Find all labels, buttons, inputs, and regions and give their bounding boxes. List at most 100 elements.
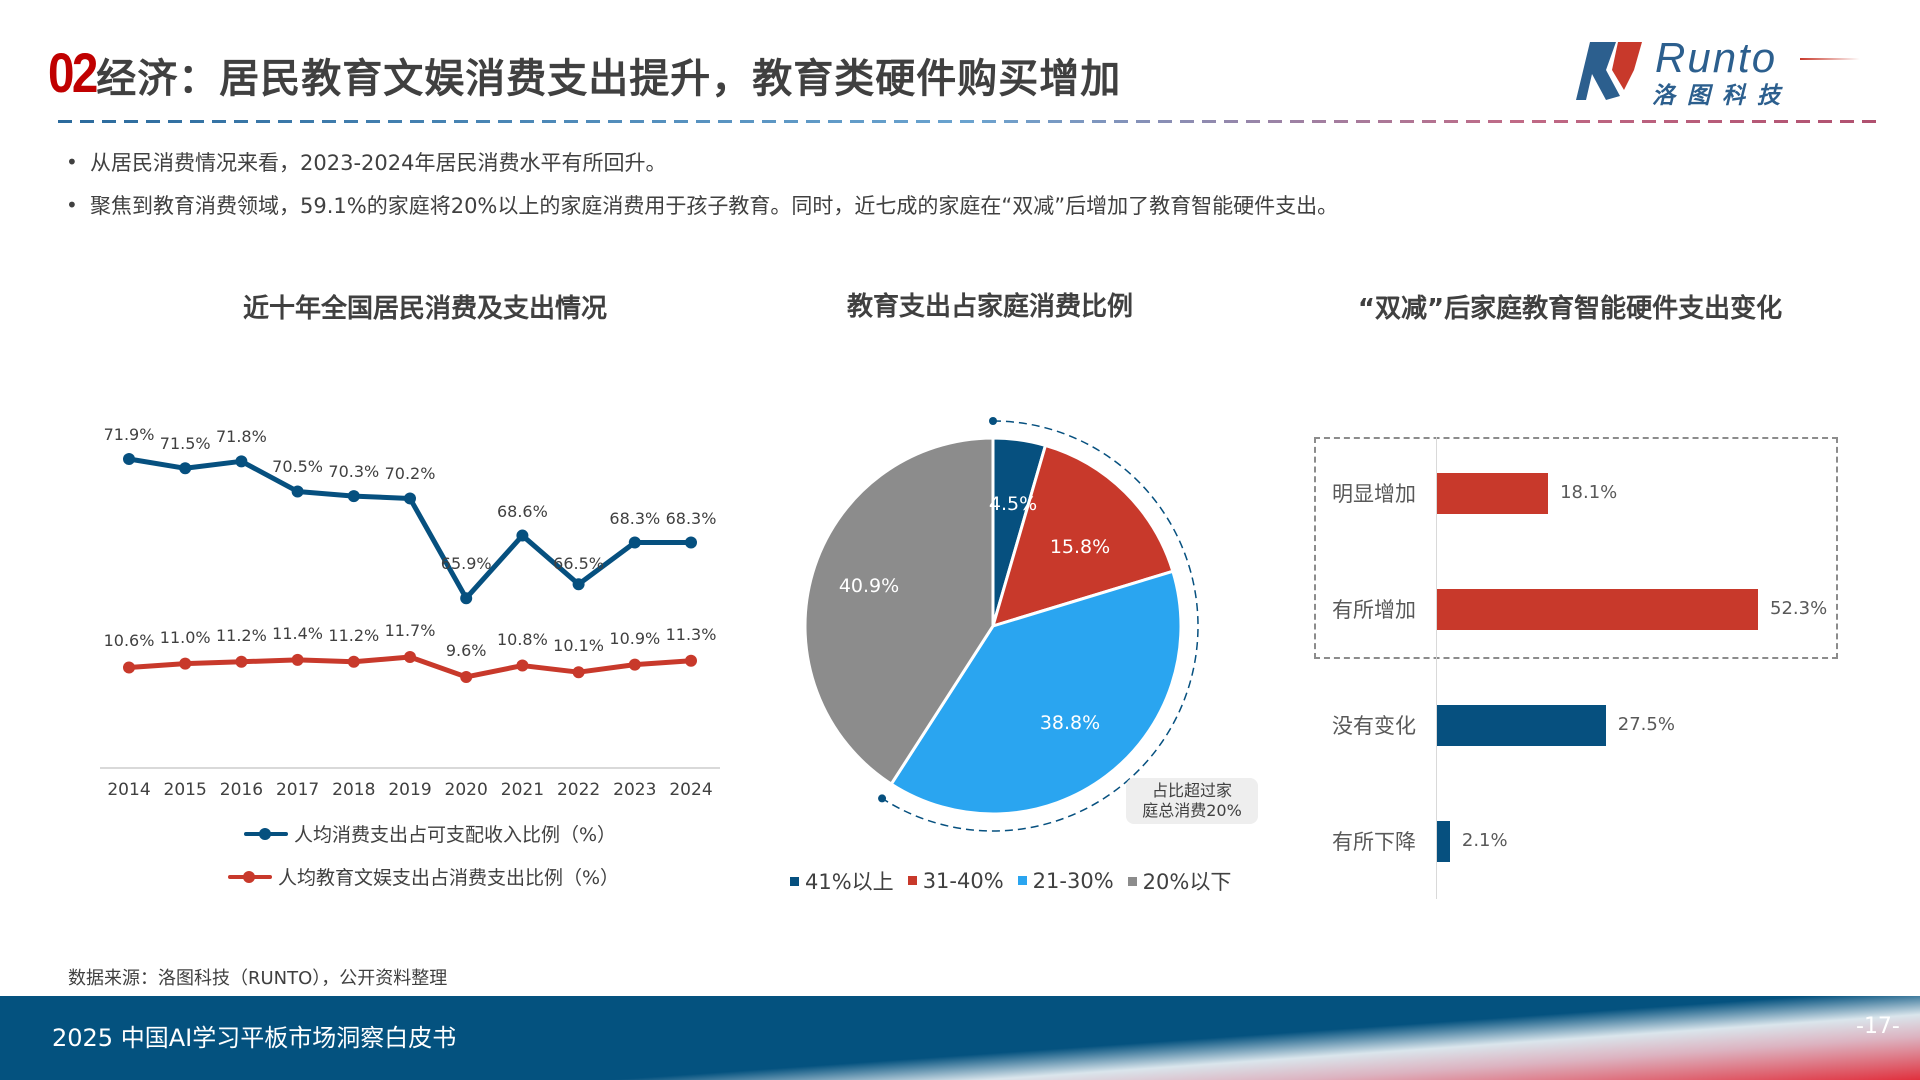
title-text: 经济：居民教育文娱消费支出提升，教育类硬件购买增加 <box>96 56 1122 102</box>
bullet-text: 聚焦到教育消费领域，59.1%的家庭将20%以上的家庭消费用于孩子教育。同时，近… <box>90 193 1339 218</box>
x-axis-tick: 2014 <box>107 780 151 800</box>
pie-slice <box>803 436 995 787</box>
x-axis-tick: 2016 <box>219 780 264 800</box>
bullet-dot-icon: • <box>66 192 78 217</box>
data-point <box>685 654 697 667</box>
data-point <box>685 536 697 549</box>
legend-label: 人均消费支出占可支配收入比例（%） <box>294 824 617 846</box>
data-point <box>347 655 360 668</box>
data-point <box>460 670 473 683</box>
line-chart <box>100 453 720 769</box>
x-axis-tick: 2017 <box>275 780 320 800</box>
x-axis-tick: 2020 <box>444 780 488 800</box>
bar-category-label: 明显增加 <box>1332 482 1416 506</box>
data-point <box>572 578 585 591</box>
x-axis-tick: 2022 <box>556 780 601 800</box>
bar-value-label: 52.3% <box>1770 598 1828 619</box>
x-axis-tick: 2019 <box>388 780 432 800</box>
data-label: 71.8% <box>215 427 267 447</box>
legend-swatch-icon <box>1017 875 1027 885</box>
data-point <box>347 490 360 503</box>
logo-wordmark: Runto <box>1655 34 1778 81</box>
data-label: 10.6% <box>103 631 155 651</box>
x-axis-tick: 2015 <box>163 780 207 800</box>
data-label: 11.4% <box>272 623 324 643</box>
bullet-item: • 从居民消费情况来看，2023-2024年居民消费水平有所回升。 <box>62 140 1882 183</box>
legend-item: 21-30% <box>1017 869 1114 893</box>
bullet-dot-icon: • <box>66 149 78 174</box>
bar <box>1437 473 1549 514</box>
data-point <box>291 653 304 666</box>
data-label: 66.5% <box>553 554 605 574</box>
bar-highlight-box <box>1314 437 1838 659</box>
page-number: -17- <box>1856 1014 1900 1039</box>
data-point <box>291 485 304 498</box>
data-label: 10.8% <box>496 629 548 649</box>
line-chart-title: 近十年全国居民消费及支出情况 <box>242 294 607 324</box>
bar-axis-line <box>1436 437 1437 899</box>
legend-item-education-ratio: 人均教育文娱支出占消费支出比例（%） <box>228 863 619 890</box>
legend-label: 人均教育文娱支出占消费支出比例（%） <box>278 867 620 889</box>
data-point <box>123 453 135 465</box>
legend-item-consumption-ratio: 人均消费支出占可支配收入比例（%） <box>244 820 619 847</box>
x-axis-tick: 2018 <box>332 780 376 800</box>
data-point <box>179 462 192 475</box>
bar-category-label: 没有变化 <box>1332 714 1416 738</box>
bar-category-label: 有所下降 <box>1332 830 1416 854</box>
data-point <box>404 651 416 663</box>
data-label: 70.3% <box>328 462 380 482</box>
data-label: 71.5% <box>159 434 211 454</box>
pie-slice-label: 15.8% <box>1049 536 1111 558</box>
data-point <box>179 657 192 670</box>
pie-legend: 41%以上 31-40% 21-30% 20%以下 <box>790 866 1231 896</box>
legend-swatch-icon <box>790 876 799 886</box>
runto-logo-icon <box>1576 40 1650 102</box>
bar-value-label: 27.5% <box>1617 714 1675 735</box>
data-label: 11.2% <box>215 625 267 645</box>
bar-value-label: 2.1% <box>1461 830 1508 851</box>
x-axis-tick: 2023 <box>613 780 657 800</box>
data-point <box>628 658 641 671</box>
legend-line-red-icon <box>228 870 272 883</box>
data-label: 70.5% <box>272 457 324 477</box>
footer-band <box>0 996 1920 1080</box>
pie-slice-label: 4.5% <box>988 493 1038 515</box>
data-label: 70.2% <box>384 464 436 484</box>
bar-value-label: 18.1% <box>1560 482 1618 503</box>
data-label: 10.1% <box>553 636 605 656</box>
bullet-item: • 聚焦到教育消费领域，59.1%的家庭将20%以上的家庭消费用于孩子教育。同时… <box>62 183 1882 226</box>
data-point <box>404 492 416 505</box>
data-point <box>460 592 473 605</box>
data-label: 68.6% <box>496 501 548 521</box>
legend-item: 20%以下 <box>1127 866 1231 896</box>
legend-line-blue-icon <box>244 827 288 840</box>
bullet-list: • 从居民消费情况来看，2023-2024年居民消费水平有所回升。 • 聚焦到教… <box>62 140 1882 226</box>
data-label: 68.3% <box>609 508 661 528</box>
bullet-text: 从居民消费情况来看，2023-2024年居民消费水平有所回升。 <box>90 150 667 175</box>
logo-swoosh <box>1800 58 1860 60</box>
data-point <box>123 661 135 674</box>
bar <box>1437 821 1450 862</box>
pie-callout: 占比超过家 庭总消费20% <box>1126 778 1258 824</box>
x-axis-tick: 2021 <box>500 780 545 800</box>
data-label: 9.6% <box>445 640 487 660</box>
data-point <box>235 455 248 468</box>
data-point <box>516 659 529 672</box>
header-divider <box>58 120 1878 123</box>
pie-slice <box>889 569 1183 816</box>
bar-chart-title: “双减”后家庭教育智能硬件支出变化 <box>1357 294 1783 324</box>
bar <box>1437 705 1606 746</box>
legend-item: 41%以上 <box>790 866 894 896</box>
x-axis-tick: 2024 <box>669 780 713 800</box>
bar <box>1437 589 1758 630</box>
bar-category-label: 有所增加 <box>1332 598 1416 622</box>
data-label: 11.7% <box>384 621 436 640</box>
legend-swatch-icon <box>1127 876 1137 886</box>
data-point <box>235 655 248 668</box>
legend-item: 31-40% <box>907 869 1004 893</box>
legend-swatch-icon <box>907 875 917 885</box>
logo-cn-name: 洛图科技 <box>1652 83 1792 109</box>
pie-slice-label: 38.8% <box>1039 712 1101 734</box>
data-label: 10.9% <box>609 628 661 648</box>
report-title: 2025 中国AI学习平板市场洞察白皮书 <box>52 1024 457 1052</box>
